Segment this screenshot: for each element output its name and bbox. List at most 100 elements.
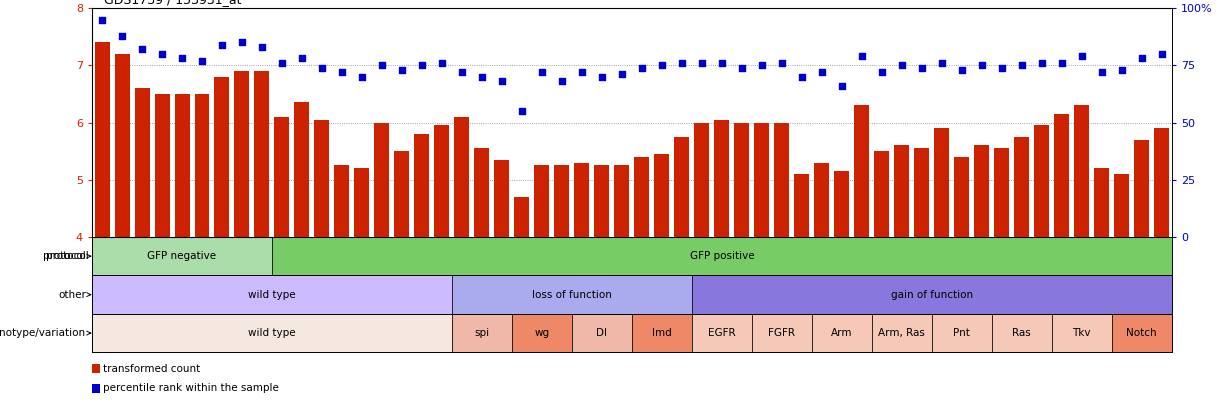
Bar — [894, 145, 909, 237]
Text: GFP negative: GFP negative — [147, 251, 217, 261]
Bar — [574, 162, 589, 237]
Bar — [934, 128, 950, 237]
Point — [112, 32, 131, 39]
Text: GDS1739 / 153931_at: GDS1739 / 153931_at — [104, 0, 242, 6]
Bar — [1034, 126, 1049, 237]
Bar — [335, 165, 350, 237]
Bar — [92, 384, 99, 393]
Point — [652, 62, 671, 68]
Text: Ras: Ras — [1012, 328, 1031, 338]
Bar — [675, 137, 690, 237]
Bar — [1134, 140, 1150, 237]
Point — [852, 53, 871, 60]
Point — [512, 108, 531, 114]
Bar — [834, 171, 849, 237]
Point — [793, 74, 812, 80]
Bar — [854, 105, 870, 237]
Bar — [755, 123, 769, 237]
Point — [872, 69, 892, 75]
Bar — [994, 148, 1010, 237]
Bar — [572, 314, 632, 352]
Text: Arm: Arm — [831, 328, 853, 338]
Bar — [215, 77, 229, 237]
Bar — [1114, 174, 1129, 237]
Bar — [415, 134, 429, 237]
Point — [991, 64, 1011, 71]
Bar — [275, 117, 290, 237]
Bar — [955, 157, 969, 237]
Bar — [615, 165, 629, 237]
Bar — [974, 145, 989, 237]
Bar — [314, 119, 330, 237]
Point — [832, 83, 852, 89]
Point — [632, 64, 652, 71]
Bar — [512, 314, 572, 352]
Text: Imd: Imd — [652, 328, 671, 338]
Point — [393, 67, 412, 73]
Text: Arm, Ras: Arm, Ras — [879, 328, 925, 338]
Bar — [654, 154, 670, 237]
Bar — [752, 314, 812, 352]
Bar — [692, 275, 1172, 314]
Text: Tkv: Tkv — [1072, 328, 1091, 338]
Point — [452, 69, 471, 75]
Point — [733, 64, 752, 71]
Point — [253, 44, 272, 50]
Bar — [1052, 314, 1112, 352]
Bar — [875, 151, 890, 237]
Point — [1012, 62, 1032, 68]
Point — [372, 62, 391, 68]
Text: Pnt: Pnt — [953, 328, 971, 338]
Text: spi: spi — [475, 328, 490, 338]
Point — [472, 74, 492, 80]
Text: protocol: protocol — [45, 251, 88, 261]
Bar — [555, 165, 569, 237]
Point — [432, 60, 452, 66]
Point — [352, 74, 372, 80]
Point — [1072, 53, 1092, 60]
Bar — [1155, 128, 1169, 237]
Bar — [815, 162, 829, 237]
Point — [672, 60, 692, 66]
Point — [692, 60, 712, 66]
Bar — [434, 126, 449, 237]
Text: EGFR: EGFR — [708, 328, 736, 338]
Point — [212, 41, 232, 48]
Bar — [714, 119, 729, 237]
Point — [612, 71, 632, 78]
Bar — [135, 88, 150, 237]
Bar — [452, 275, 692, 314]
Bar — [931, 314, 991, 352]
Bar — [294, 102, 309, 237]
Bar — [1075, 105, 1090, 237]
Text: loss of function: loss of function — [533, 290, 612, 300]
Point — [312, 64, 331, 71]
Point — [333, 69, 352, 75]
Bar — [1054, 114, 1069, 237]
Point — [92, 16, 112, 23]
Point — [1133, 55, 1152, 62]
Bar — [914, 148, 929, 237]
Bar — [872, 314, 931, 352]
Bar — [692, 314, 752, 352]
Bar — [794, 174, 810, 237]
Bar — [94, 43, 109, 237]
Point — [133, 46, 152, 53]
Point — [412, 62, 432, 68]
Bar — [991, 314, 1052, 352]
Bar — [694, 123, 709, 237]
Bar — [114, 54, 130, 237]
Point — [1112, 67, 1131, 73]
Text: other: other — [58, 290, 86, 300]
Text: Dl: Dl — [596, 328, 607, 338]
Bar — [634, 157, 649, 237]
Text: protocol: protocol — [43, 251, 86, 261]
Point — [772, 60, 791, 66]
Bar — [475, 148, 490, 237]
Bar — [1094, 168, 1109, 237]
Point — [572, 69, 591, 75]
Point — [972, 62, 991, 68]
Point — [952, 67, 972, 73]
Bar — [92, 237, 272, 275]
Bar — [254, 71, 270, 237]
